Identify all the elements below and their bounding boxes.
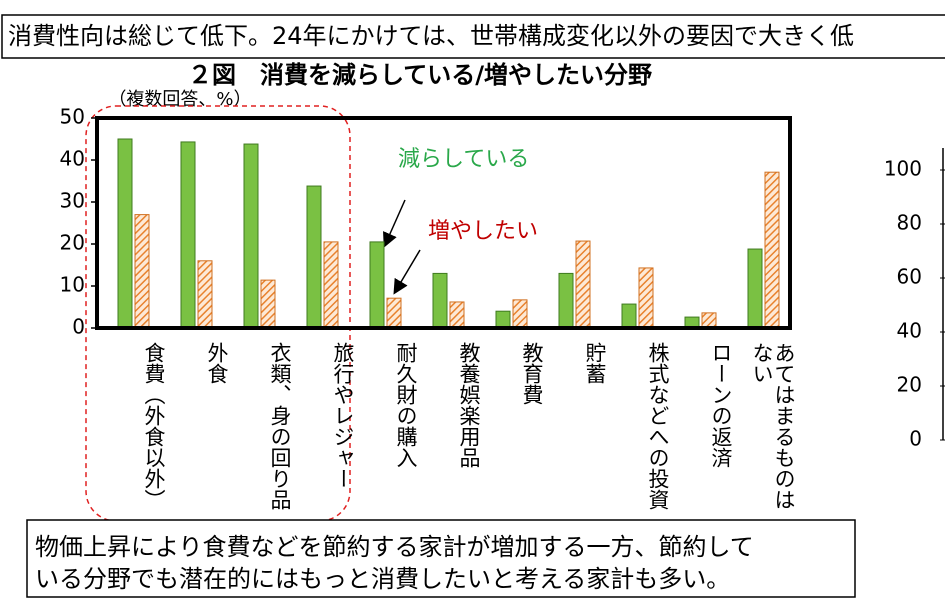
bar	[432, 272, 448, 329]
bar	[180, 141, 196, 329]
highlight-box	[85, 105, 351, 522]
arrow	[383, 199, 406, 248]
x-tick-label: 株式などへの投資	[646, 342, 670, 510]
bar	[386, 297, 402, 329]
y-tick-label: 80	[897, 211, 922, 235]
y-tick-label: 60	[897, 265, 922, 289]
chart-subtitle: （複数回答、%）	[108, 89, 251, 110]
bar	[747, 248, 763, 329]
plot-frame	[95, 116, 792, 330]
x-tick-label: 教育費	[520, 342, 544, 405]
note-line: 物価上昇により食費などを節約する家計が増加する一方、節約して	[35, 533, 754, 561]
bar	[764, 171, 780, 329]
x-tick-label: 旅行やレジャー	[331, 342, 355, 489]
bar	[369, 241, 385, 329]
y-tick-label: 20	[897, 373, 922, 397]
y-tick-label: 0	[72, 315, 85, 339]
x-tick-label: 耐久財の購入	[394, 342, 418, 468]
banner-box	[1, 14, 945, 59]
bar	[306, 185, 322, 329]
y-tick-label: 40	[897, 319, 922, 343]
x-tick-label: 食費（外食以外）	[142, 342, 166, 510]
y-tick-label: 0	[909, 427, 922, 451]
bar	[701, 312, 717, 329]
y-tick-label: 30	[60, 189, 85, 213]
y-tick-label: 20	[60, 231, 85, 255]
bar	[134, 214, 150, 329]
x-tick-label: ローンの返済	[709, 342, 733, 468]
chart-title: ２図 消費を減らしている/増やしたい分野	[188, 61, 652, 89]
x-tick-label: あてはまるものはない	[750, 342, 796, 510]
x-tick-label: 教養娯楽用品	[457, 342, 481, 468]
bar	[243, 143, 259, 329]
bar	[117, 138, 133, 329]
x-tick-label: 貯蓄	[583, 342, 607, 384]
arrow	[393, 249, 421, 295]
bar	[512, 299, 528, 329]
y-tick-label: 40	[60, 147, 85, 171]
y-tick-label: 50	[60, 105, 85, 129]
bar	[558, 272, 574, 329]
series-label: 減らしている	[398, 147, 529, 172]
bar	[197, 260, 213, 329]
note-line: いる分野でも潜在的にはもっと消費したいと考える家計も多い。	[35, 565, 730, 593]
bar	[638, 267, 654, 329]
bar	[260, 279, 276, 329]
y-tick-label: 10	[60, 273, 85, 297]
bar	[575, 240, 591, 329]
bar	[621, 303, 637, 329]
bar	[495, 310, 511, 329]
banner-text: 消費性向は総じて低下。24年にかけては、世帯構成変化以外の要因で大きく低	[8, 22, 854, 50]
series-label: 増やしたい	[428, 219, 538, 244]
x-tick-label: 衣類、身の回り品	[268, 342, 292, 510]
y-tick-label: 100	[884, 157, 922, 181]
bar	[449, 301, 465, 329]
bar	[323, 241, 339, 329]
x-tick-label: 外食	[205, 342, 229, 384]
note-box	[26, 519, 856, 598]
